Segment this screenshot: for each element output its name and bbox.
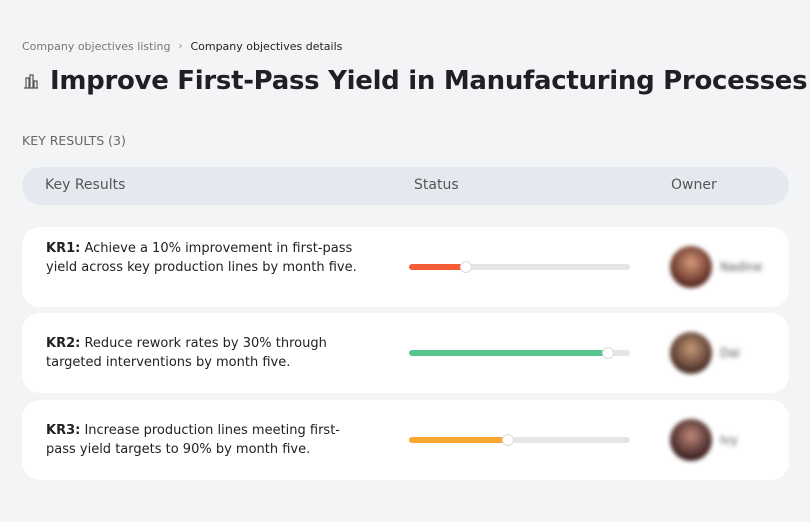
- section-label: KEY RESULTS (3): [22, 133, 126, 148]
- key-result-description: Achieve a 10% improvement in first-pass …: [46, 240, 357, 275]
- page-title: Improve First-Pass Yield in Manufacturin…: [50, 66, 808, 96]
- key-result-id: KR3:: [46, 423, 81, 438]
- avatar: [670, 332, 712, 374]
- avatar: [670, 246, 712, 288]
- key-result-text: KR2: Reduce rework rates by 30% through …: [46, 334, 366, 372]
- header-status: Status: [414, 177, 459, 193]
- key-result-row[interactable]: KR2: Reduce rework rates by 30% through …: [22, 313, 789, 393]
- key-result-description: Increase production lines meeting first-…: [46, 423, 340, 457]
- header-owner: Owner: [671, 177, 717, 193]
- table-header: Key Results Status Owner: [22, 167, 789, 205]
- avatar: [670, 419, 712, 461]
- key-result-description: Reduce rework rates by 30% through targe…: [46, 336, 327, 370]
- owner-name: Ivy: [720, 433, 738, 447]
- breadcrumb: Company objectives listing › Company obj…: [22, 40, 342, 53]
- key-result-text: KR3: Increase production lines meeting f…: [46, 421, 366, 459]
- owner-name: Nadine: [720, 260, 763, 274]
- page-header: Improve First-Pass Yield in Manufacturin…: [22, 66, 808, 96]
- slider-thumb[interactable]: [601, 347, 614, 359]
- slider-thumb[interactable]: [460, 261, 473, 273]
- key-result-row[interactable]: KR1: Achieve a 10% improvement in first-…: [22, 227, 789, 307]
- progress-fill: [409, 437, 509, 443]
- owner-name: Dai: [720, 346, 740, 360]
- building-chart-icon: [24, 74, 38, 89]
- key-result-id: KR1:: [46, 240, 81, 256]
- progress-fill: [409, 350, 608, 356]
- key-result-text: KR1: Achieve a 10% improvement in first-…: [46, 239, 366, 277]
- breadcrumb-parent-link[interactable]: Company objectives listing: [22, 40, 171, 53]
- progress-fill: [409, 264, 467, 270]
- slider-thumb[interactable]: [502, 434, 515, 446]
- progress-slider[interactable]: [409, 261, 630, 273]
- key-result-id: KR2:: [46, 336, 81, 351]
- progress-slider[interactable]: [409, 434, 630, 446]
- chevron-right-icon: ›: [178, 41, 183, 52]
- breadcrumb-current: Company objectives details: [190, 40, 343, 53]
- key-result-row[interactable]: KR3: Increase production lines meeting f…: [22, 400, 789, 480]
- progress-slider[interactable]: [409, 347, 630, 359]
- header-key-results: Key Results: [45, 177, 126, 193]
